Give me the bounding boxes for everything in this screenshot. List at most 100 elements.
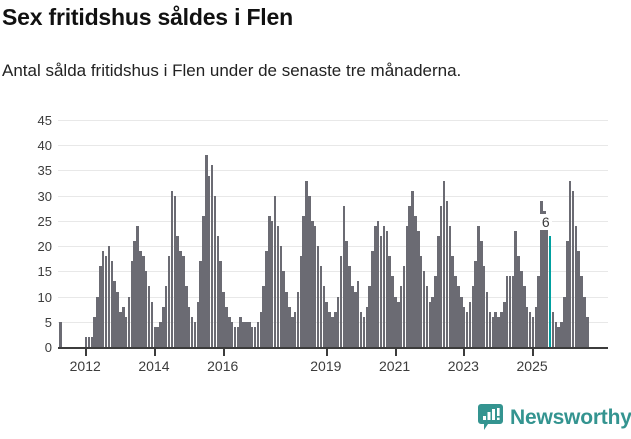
bar[interactable]	[408, 205, 411, 347]
bar[interactable]	[187, 306, 191, 347]
bar[interactable]	[557, 326, 560, 347]
bar[interactable]	[270, 220, 274, 347]
bar[interactable]	[439, 205, 443, 347]
bar[interactable]	[296, 291, 300, 347]
bar[interactable]	[147, 286, 151, 347]
bar[interactable]	[425, 286, 429, 347]
bar[interactable]	[101, 251, 105, 347]
bar[interactable]	[233, 326, 237, 347]
bar[interactable]	[531, 316, 535, 347]
bar[interactable]	[285, 291, 288, 347]
bar[interactable]	[505, 276, 509, 347]
bar[interactable]	[176, 236, 179, 347]
bar[interactable]	[179, 251, 182, 347]
bar[interactable]	[431, 296, 434, 347]
bar[interactable]	[485, 291, 489, 347]
bar-highlighted[interactable]	[548, 236, 552, 347]
bar[interactable]	[503, 301, 506, 347]
bar[interactable]	[239, 316, 242, 347]
bar[interactable]	[167, 256, 171, 347]
bar[interactable]	[87, 336, 91, 347]
bar[interactable]	[566, 241, 569, 347]
bar[interactable]	[279, 246, 283, 347]
bar[interactable]	[84, 336, 88, 347]
bar[interactable]	[219, 261, 222, 347]
bar[interactable]	[563, 296, 566, 347]
bar[interactable]	[99, 266, 102, 347]
bar[interactable]	[491, 316, 495, 347]
bar[interactable]	[391, 276, 394, 347]
bar[interactable]	[299, 256, 303, 347]
bar[interactable]	[190, 316, 194, 347]
bar[interactable]	[385, 230, 389, 347]
bar[interactable]	[462, 306, 466, 347]
bar[interactable]	[460, 296, 463, 347]
bar[interactable]	[236, 326, 240, 347]
bar[interactable]	[468, 301, 472, 347]
bar[interactable]	[250, 326, 254, 347]
bar[interactable]	[359, 311, 363, 347]
bar[interactable]	[368, 286, 371, 347]
bar[interactable]	[245, 321, 248, 347]
bar[interactable]	[96, 296, 99, 347]
bar[interactable]	[534, 306, 538, 347]
bar[interactable]	[351, 286, 354, 347]
bar[interactable]	[402, 266, 406, 347]
bar[interactable]	[500, 311, 503, 347]
bar[interactable]	[568, 180, 572, 347]
bar[interactable]	[448, 225, 452, 347]
bar[interactable]	[537, 276, 540, 347]
bar[interactable]	[477, 225, 480, 347]
bar[interactable]	[454, 276, 457, 347]
bar[interactable]	[480, 241, 483, 347]
bar[interactable]	[580, 276, 583, 347]
bar[interactable]	[388, 256, 391, 347]
bar[interactable]	[225, 306, 228, 347]
bar[interactable]	[543, 210, 546, 347]
bar[interactable]	[291, 316, 294, 347]
bar[interactable]	[362, 316, 366, 347]
bar[interactable]	[127, 296, 131, 347]
bar[interactable]	[116, 291, 119, 347]
bar[interactable]	[150, 301, 154, 347]
bar[interactable]	[334, 311, 337, 347]
bar[interactable]	[242, 321, 245, 347]
bar[interactable]	[571, 190, 575, 347]
bar[interactable]	[293, 311, 297, 347]
bar[interactable]	[494, 311, 497, 347]
bar[interactable]	[437, 236, 440, 347]
bar[interactable]	[210, 165, 214, 347]
bar[interactable]	[144, 271, 148, 347]
bar[interactable]	[405, 225, 409, 347]
bar[interactable]	[471, 286, 474, 347]
bar[interactable]	[528, 311, 532, 347]
bar[interactable]	[196, 301, 199, 347]
bar[interactable]	[104, 256, 108, 347]
bar[interactable]	[113, 281, 116, 347]
bar[interactable]	[90, 336, 93, 347]
bar[interactable]	[313, 225, 317, 347]
newsworthy-logo[interactable]: Newsworthy	[478, 404, 631, 431]
bar[interactable]	[322, 286, 326, 347]
bar[interactable]	[207, 175, 211, 347]
bar[interactable]	[394, 296, 397, 347]
bar[interactable]	[422, 271, 426, 347]
bar[interactable]	[523, 286, 526, 347]
bar[interactable]	[540, 200, 543, 347]
bar[interactable]	[153, 326, 157, 347]
bar[interactable]	[316, 246, 320, 347]
bar[interactable]	[253, 326, 257, 347]
bar[interactable]	[525, 306, 529, 347]
chart-plot-area[interactable]	[58, 120, 608, 347]
bar[interactable]	[122, 306, 125, 347]
bar[interactable]	[365, 306, 368, 347]
bar[interactable]	[577, 251, 580, 347]
bar[interactable]	[371, 251, 374, 347]
bar[interactable]	[311, 220, 314, 347]
bar[interactable]	[376, 220, 380, 347]
bar[interactable]	[520, 271, 523, 347]
bar[interactable]	[302, 215, 305, 347]
bar[interactable]	[382, 225, 386, 347]
bar[interactable]	[164, 286, 168, 347]
bar[interactable]	[428, 301, 432, 347]
